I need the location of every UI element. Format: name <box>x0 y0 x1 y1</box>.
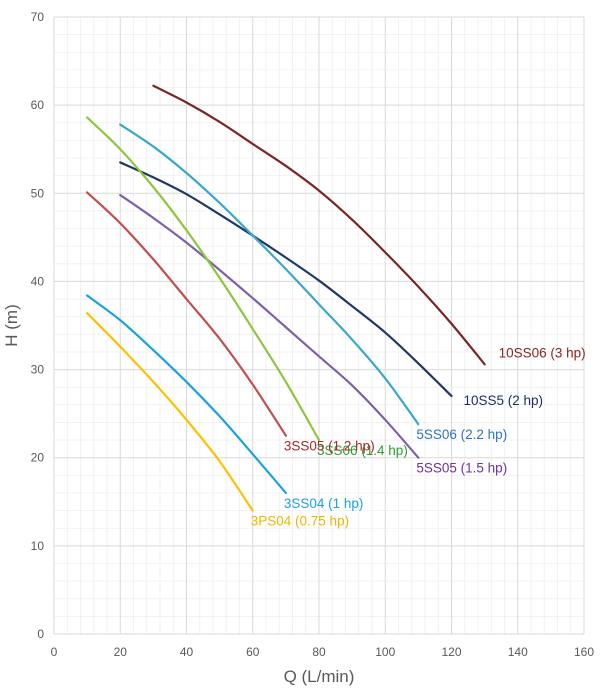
series-label-10ss5: 10SS5 (2 hp) <box>464 393 544 408</box>
y-tick-label: 70 <box>31 10 45 24</box>
y-tick-label: 60 <box>31 98 45 112</box>
y-tick-label: 30 <box>31 363 45 377</box>
series-line-5ss06 <box>119 123 420 426</box>
series-line-5ss05 <box>119 193 420 459</box>
x-tick-label: 20 <box>114 645 128 659</box>
series-label-3ps04: 3PS04 (0.75 hp) <box>251 514 349 529</box>
series-labels: 10SS06 (3 hp) 10SS5 (2 hp) 5SS06 (2.2 hp) 5… <box>251 345 586 528</box>
y-tick-label: 40 <box>31 274 45 288</box>
x-tick-label: 0 <box>51 645 58 659</box>
x-axis-ticks: 0 20 40 60 80 100 120 140 160 <box>51 645 595 659</box>
series-label-5ss06: 5SS06 (2.2 hp) <box>416 427 507 442</box>
series-label-10ss06: 10SS06 (3 hp) <box>499 345 586 360</box>
series-label-5ss05: 5SS05 (1.5 hp) <box>416 461 507 476</box>
series-line-3ss04 <box>86 294 287 495</box>
series-lines <box>86 84 486 512</box>
y-tick-label: 0 <box>37 627 44 641</box>
series-line-3ss05 <box>86 191 287 437</box>
y-axis-ticks: 0 10 20 30 40 50 60 70 <box>31 10 45 641</box>
x-axis-title: Q (L/min) <box>284 667 355 686</box>
y-tick-label: 10 <box>31 539 45 553</box>
x-tick-label: 120 <box>441 645 461 659</box>
series-label-3ss04: 3SS04 (1 hp) <box>284 496 364 511</box>
y-axis-title: H (m) <box>2 304 21 346</box>
series-line-3ps04 <box>86 312 254 512</box>
x-tick-label: 80 <box>312 645 326 659</box>
y-tick-label: 50 <box>31 186 45 200</box>
y-tick-label: 20 <box>31 451 45 465</box>
x-tick-label: 140 <box>508 645 528 659</box>
minor-grid <box>54 17 584 634</box>
x-tick-label: 160 <box>574 645 594 659</box>
series-label-3ss05: 3SS05 (1.2 hp) <box>284 439 375 454</box>
major-grid <box>53 16 585 635</box>
series-line-3ss06 <box>86 116 321 442</box>
x-tick-label: 100 <box>375 645 395 659</box>
series-label-3ss06: 3SS06 (1.4 hp) <box>317 443 408 458</box>
x-tick-label: 40 <box>180 645 194 659</box>
series-line-10ss06 <box>152 84 486 366</box>
series-line-10ss5 <box>119 161 453 398</box>
x-tick-label: 60 <box>246 645 260 659</box>
